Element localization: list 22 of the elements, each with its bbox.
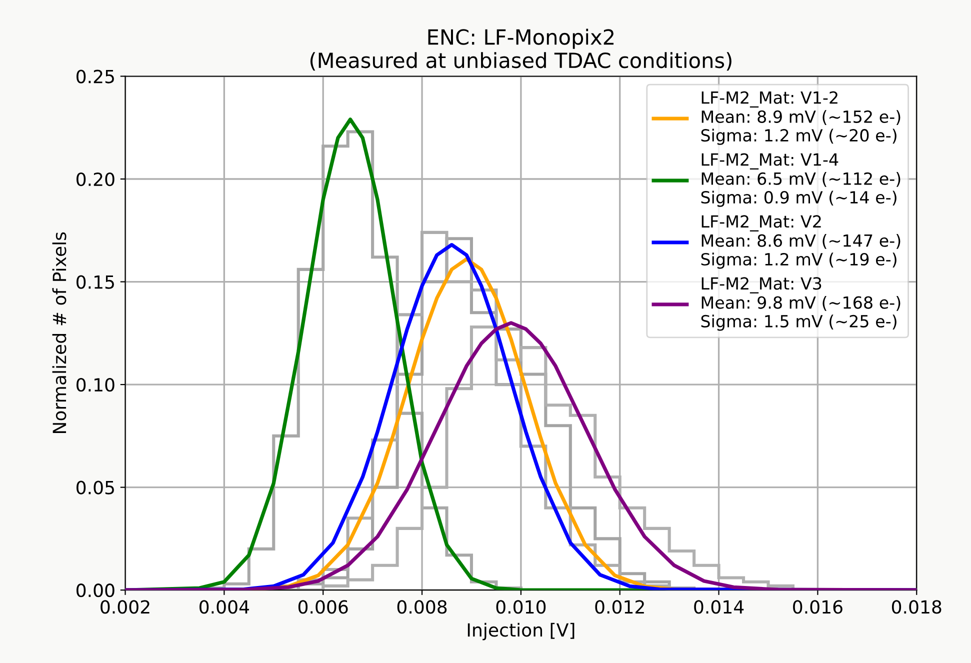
x-tick-label: 0.002: [100, 600, 150, 614]
x-tick-label: 0.006: [298, 600, 348, 614]
x-tick-label: 0.004: [200, 600, 250, 614]
y-axis-title: Normalized # of Pixels: [52, 232, 66, 434]
x-tick-label: 0.010: [496, 600, 546, 614]
y-tick-label: 0.25: [76, 70, 114, 84]
y-tick-label: 0.00: [76, 584, 114, 598]
legend-label: LF-M2_Mat: V2 Mean: 8.6 mV (~147 e-) Sigma: 1.2 mV (~19 e-): [701, 215, 900, 269]
legend-label: LF-M2_Mat: V3 Mean: 9.8 mV (~168 e-) Sigma: 1.5 mV (~25 e-): [701, 277, 900, 331]
legend-label: LF-M2_Mat: V1-2 Mean: 8.9 mV (~152 e-) Sigma: 1.2 mV (~20 e-): [701, 91, 900, 145]
x-axis-title: Injection [V]: [468, 622, 574, 640]
y-tick-label: 0.15: [76, 275, 114, 289]
x-tick-label: 0.018: [892, 600, 942, 614]
y-tick-label: 0.05: [76, 480, 114, 494]
x-tick-label: 0.008: [397, 600, 447, 614]
chart-title: ENC: LF-Monopix2 (Measured at unbiased TDAC conditions): [310, 28, 732, 71]
x-tick-label: 0.014: [694, 600, 744, 614]
y-tick-label: 0.20: [76, 172, 114, 186]
x-tick-label: 0.012: [595, 600, 644, 614]
y-tick-label: 0.10: [76, 378, 114, 392]
legend-label: LF-M2_Mat: V1-4 Mean: 6.5 mV (~112 e-) Sigma: 0.9 mV (~14 e-): [701, 153, 900, 207]
x-tick-label: 0.016: [793, 600, 842, 614]
